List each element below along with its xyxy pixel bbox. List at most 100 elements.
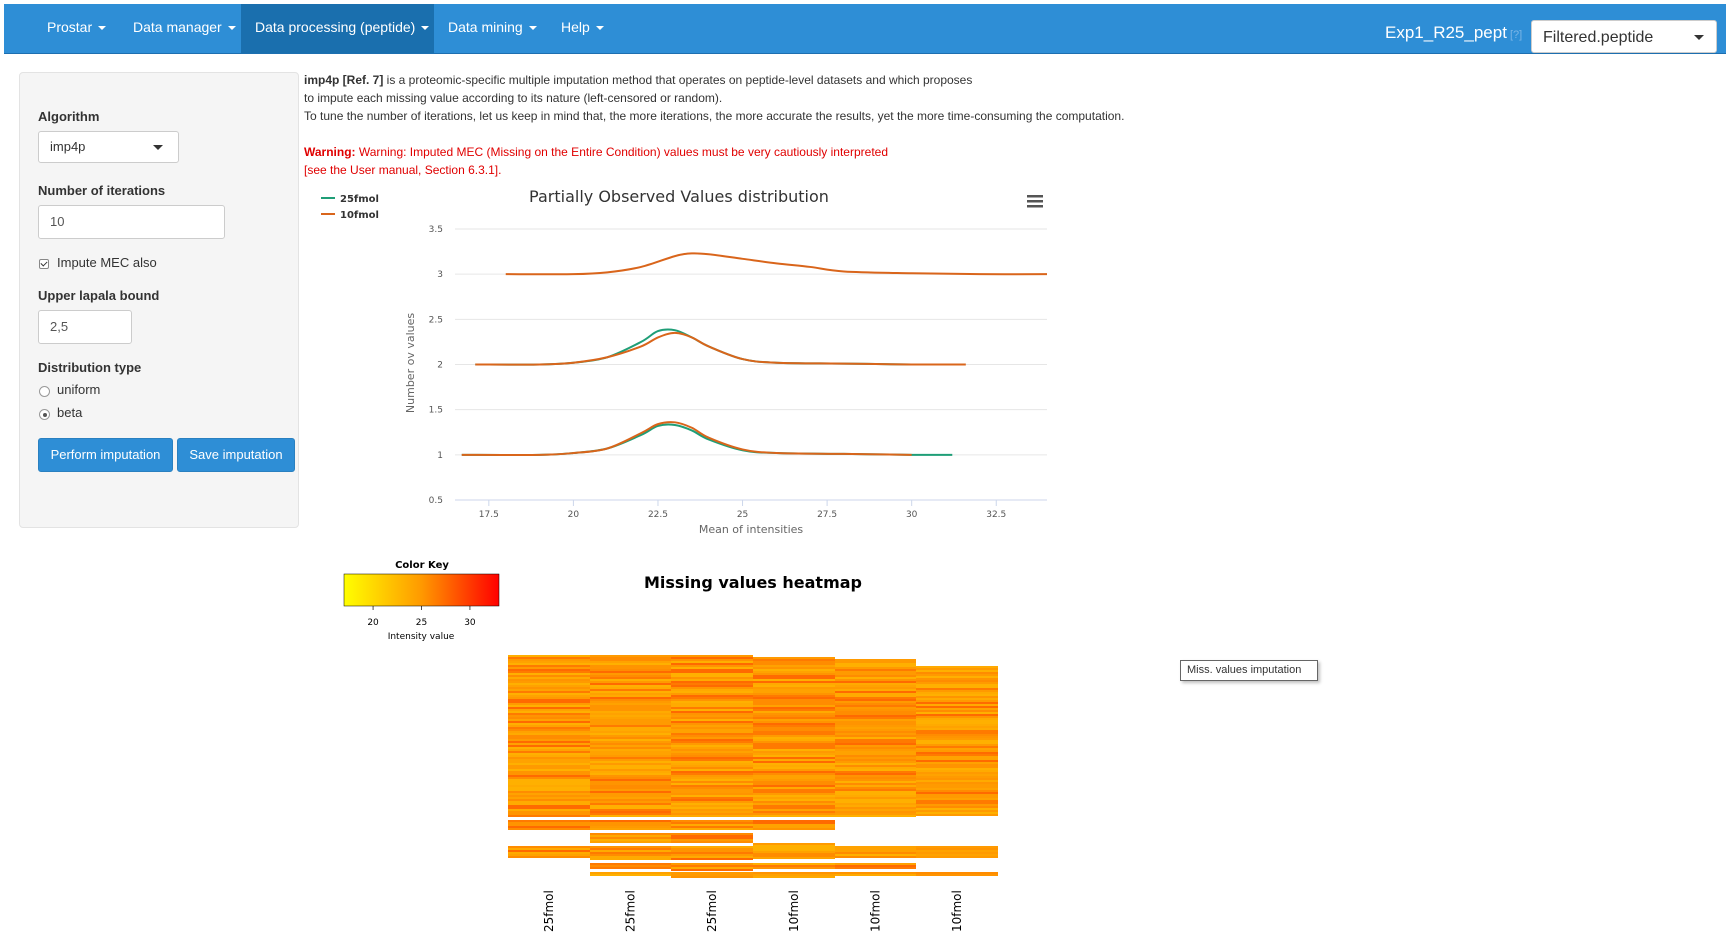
heatmap-cell	[508, 719, 590, 721]
heatmap-cell	[753, 847, 835, 849]
heatmap-cell	[590, 667, 671, 669]
heatmap-column-label: 25fmol	[624, 890, 638, 932]
heatmap-cell	[835, 787, 916, 789]
heatmap-cell	[671, 850, 753, 852]
lapala-input[interactable]: 2,5	[38, 310, 132, 344]
heatmap-cell	[671, 785, 753, 787]
heatmap-cell	[916, 732, 998, 734]
heatmap-cell	[508, 856, 590, 858]
heatmap-cell	[671, 828, 753, 830]
heatmap-cell	[590, 801, 671, 803]
heatmap-cell	[753, 795, 835, 797]
dataset-select[interactable]: Filtered.peptide	[1531, 20, 1717, 53]
legend-label: 25fmol	[340, 194, 379, 205]
heatmap-cell	[671, 681, 753, 683]
nav-help[interactable]: Help	[547, 4, 618, 53]
heatmap-cell	[671, 852, 753, 854]
heatmap-cell	[671, 743, 753, 745]
heatmap-cell	[835, 721, 916, 723]
heatmap-cell	[508, 683, 590, 685]
color-key-title: Color Key	[395, 560, 449, 571]
heatmap-cell	[508, 655, 590, 657]
heatmap-cell	[835, 687, 916, 689]
radio-beta[interactable]	[39, 409, 50, 420]
nav-data-mining[interactable]: Data mining	[434, 4, 551, 53]
heatmap-cell	[590, 723, 671, 725]
heatmap-cell	[671, 705, 753, 707]
heatmap-cell	[508, 659, 590, 661]
heatmap-cell	[508, 735, 590, 737]
algorithm-select[interactable]: imp4p	[38, 131, 179, 163]
heatmap-cell	[835, 739, 916, 741]
heatmap-cell	[590, 824, 671, 826]
heatmap-cell	[916, 700, 998, 702]
heatmap-cell	[590, 681, 671, 683]
heatmap-cell	[835, 749, 916, 751]
nav-data-manager[interactable]: Data manager	[119, 4, 250, 53]
heatmap-cell	[916, 704, 998, 706]
heatmap-cell	[835, 661, 916, 663]
caret-down-icon	[421, 26, 430, 31]
heatmap-cell	[508, 775, 590, 777]
heatmap-cell	[835, 765, 916, 767]
heatmap-cell	[835, 783, 916, 785]
help-link[interactable]: [?]	[1509, 29, 1523, 41]
heatmap-cell	[916, 790, 998, 792]
heatmap-cell	[835, 815, 916, 817]
heatmap-cell	[835, 771, 916, 773]
impute-mec-checkbox[interactable]	[39, 259, 49, 269]
heatmap-cell	[508, 779, 590, 781]
heatmap-cell	[590, 701, 671, 703]
chart-legend[interactable]: 25fmol 10fmol	[321, 194, 379, 221]
heatmap-cell	[916, 708, 998, 710]
heatmap-cell	[753, 713, 835, 715]
heatmap-cell	[590, 769, 671, 771]
heatmap-cell	[671, 735, 753, 737]
heatmap-cell	[671, 763, 753, 765]
heatmap-cell	[753, 699, 835, 701]
nav-prostar[interactable]: Prostar	[33, 4, 120, 53]
heatmap-cell	[590, 729, 671, 731]
heatmap-cell	[508, 669, 590, 671]
hamburger-menu-icon[interactable]	[1027, 195, 1043, 208]
heatmap-cell	[835, 685, 916, 687]
heatmap-cell	[671, 789, 753, 791]
heatmap-cell	[508, 725, 590, 727]
heatmap-cell	[508, 673, 590, 675]
heatmap-cell	[671, 699, 753, 701]
heatmap-cell	[590, 826, 671, 828]
iterations-input[interactable]: 10	[38, 205, 225, 239]
heatmap-cell	[916, 668, 998, 670]
heatmap-cell	[590, 697, 671, 699]
heatmap-cell	[590, 655, 671, 657]
heatmap-cell	[590, 707, 671, 709]
heatmap-cell	[671, 729, 753, 731]
heatmap-cell	[835, 667, 916, 669]
nav-data-processing[interactable]: Data processing (peptide)	[241, 4, 434, 53]
heatmap-cell	[835, 727, 916, 729]
heatmap-cell	[835, 775, 916, 777]
y-tick-label: 0.5	[429, 496, 443, 506]
radio-uniform[interactable]	[39, 386, 50, 397]
heatmap-cell	[671, 815, 753, 817]
heatmap-cell	[508, 667, 590, 669]
heatmap-cell	[508, 807, 590, 809]
heatmap-cell	[508, 783, 590, 785]
heatmap-cell	[508, 753, 590, 755]
heatmap-cell	[916, 780, 998, 782]
heatmap-cell	[590, 767, 671, 769]
heatmap-cell	[590, 743, 671, 745]
heatmap-cell	[753, 747, 835, 749]
heatmap-cell	[590, 683, 671, 685]
heatmap-cell	[508, 793, 590, 795]
heatmap-cell	[835, 689, 916, 691]
nav-help-label: Help	[561, 19, 590, 35]
heatmap-cell	[590, 833, 671, 835]
heatmap-cell	[916, 848, 998, 850]
save-imputation-button[interactable]: Save imputation	[177, 438, 295, 472]
heatmap-cell	[590, 797, 671, 799]
heatmap-cell	[916, 764, 998, 766]
perform-imputation-button[interactable]: Perform imputation	[38, 438, 173, 472]
heatmap-cell	[508, 795, 590, 797]
heatmap-cell	[835, 791, 916, 793]
